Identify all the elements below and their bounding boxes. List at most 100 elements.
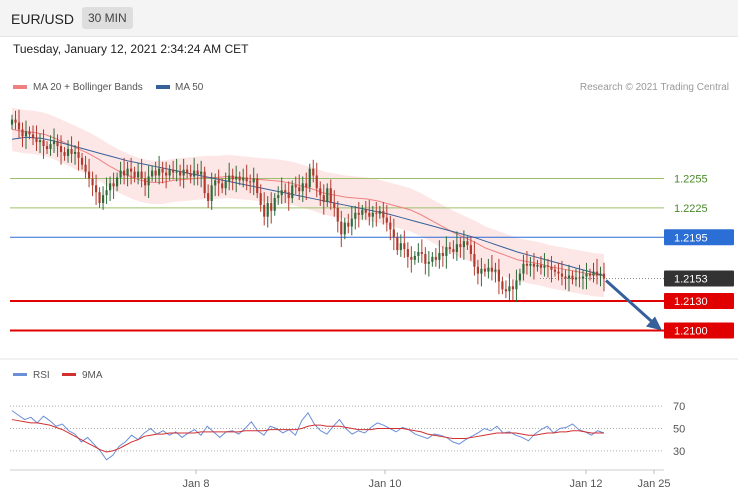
candle-body <box>382 210 385 218</box>
candle-body <box>399 243 402 251</box>
candle-body <box>172 169 175 173</box>
candle-body <box>585 273 588 277</box>
candle-body <box>196 170 199 175</box>
price-level-tag-4 <box>664 293 734 310</box>
candle-body <box>564 276 567 279</box>
candle-body <box>508 286 511 292</box>
candle-body <box>91 178 94 186</box>
candle-body <box>312 168 315 176</box>
candle-body <box>553 269 557 272</box>
forecast-arrow <box>604 279 662 331</box>
candle-body <box>126 168 129 176</box>
candle-body <box>490 267 493 272</box>
candle-body <box>336 207 339 222</box>
candle-body <box>588 273 592 276</box>
candle-body <box>511 286 515 290</box>
candle-body <box>119 170 122 178</box>
candle-body <box>546 265 550 267</box>
ma20-legend-label: MA 20 + Bollinger Bands <box>33 82 143 93</box>
candle-body <box>361 209 364 215</box>
price-level-tag-5 <box>664 322 734 339</box>
candle-body <box>368 212 371 217</box>
candle-body <box>420 252 423 254</box>
candle-body <box>165 172 168 176</box>
candle-body <box>354 212 357 219</box>
candle-body <box>63 151 66 156</box>
candle-body <box>424 253 427 264</box>
forecast-arrow-head <box>646 316 662 331</box>
candle-body <box>105 190 108 196</box>
candle-body <box>455 244 458 253</box>
candle-body <box>98 192 101 203</box>
candle-body <box>182 169 185 176</box>
price-levels <box>10 177 664 332</box>
timeframe-button[interactable]: 30 MIN <box>82 7 133 29</box>
candle-body <box>38 140 42 143</box>
candle-body <box>319 188 322 196</box>
candle-body <box>340 221 343 235</box>
candle-body <box>10 119 14 125</box>
candle-body <box>21 129 24 137</box>
candle-body <box>238 176 241 181</box>
candle-body <box>406 249 409 257</box>
candle-body <box>94 185 98 193</box>
candle-body <box>31 134 35 139</box>
candle-body <box>207 193 210 202</box>
candle-body <box>35 138 38 143</box>
candle-body <box>231 175 234 180</box>
candle-body <box>487 267 490 272</box>
candle-body <box>578 277 581 279</box>
candle-body <box>347 222 350 227</box>
candle-body <box>308 168 311 188</box>
candle-body <box>497 269 500 282</box>
candle-body <box>224 181 227 189</box>
candle-body <box>434 256 437 260</box>
candle-body <box>70 149 73 154</box>
ma20-line <box>11 128 605 277</box>
price-level-label-3: 1.2153 <box>674 274 708 286</box>
price-level-tag-3 <box>664 270 734 287</box>
candle-body <box>595 271 599 276</box>
rsi-tick-label-0: 30 <box>673 446 685 458</box>
candle-body <box>280 190 283 196</box>
candle-body <box>536 264 539 267</box>
candle-body <box>462 241 465 248</box>
candle-body <box>581 276 585 279</box>
candle-body <box>431 256 434 262</box>
candle-body <box>333 202 336 208</box>
candle-body <box>200 171 203 175</box>
candle-body <box>273 198 276 211</box>
candle-body <box>291 185 294 199</box>
ma20-legend-swatch <box>13 85 27 89</box>
price-level-label-0: 1.2255 <box>674 173 708 185</box>
candle-body <box>263 204 266 217</box>
candle-body <box>245 177 248 182</box>
candle-body <box>266 202 269 217</box>
candle-body <box>557 271 560 274</box>
candle-body <box>203 171 206 194</box>
candle-body <box>326 188 329 202</box>
candle-body <box>550 266 553 270</box>
candle-body <box>154 170 157 176</box>
candle-body <box>571 275 574 280</box>
x-tick-label-2: Jan 12 <box>569 478 602 490</box>
candle-body <box>52 141 56 145</box>
candle-body <box>28 131 31 135</box>
candle-body <box>151 170 154 177</box>
candle-body <box>392 229 395 238</box>
candle-body <box>315 175 318 189</box>
x-axis: Jan 8 Jan 10 Jan 12 Jan 25 <box>10 469 671 490</box>
candle-body <box>87 171 91 179</box>
x-tick-label-3: Jan 25 <box>637 478 670 490</box>
candle-body <box>168 169 171 176</box>
candle-body <box>210 185 213 202</box>
price-level-labels: 1.2255 1.2225 1.2195 1.2153 1.2130 1.2100 <box>664 173 734 339</box>
candle-body <box>385 217 388 223</box>
ma50-legend-swatch <box>156 85 170 89</box>
ma50-line <box>11 136 605 277</box>
candle-body <box>123 170 126 176</box>
candle-body <box>109 183 112 191</box>
candle-body <box>14 119 17 123</box>
rsi-legend-swatch <box>13 373 27 376</box>
